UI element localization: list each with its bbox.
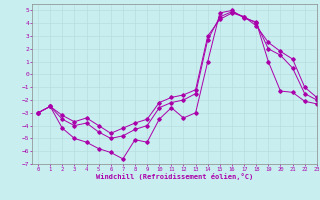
X-axis label: Windchill (Refroidissement éolien,°C): Windchill (Refroidissement éolien,°C) (96, 173, 253, 180)
